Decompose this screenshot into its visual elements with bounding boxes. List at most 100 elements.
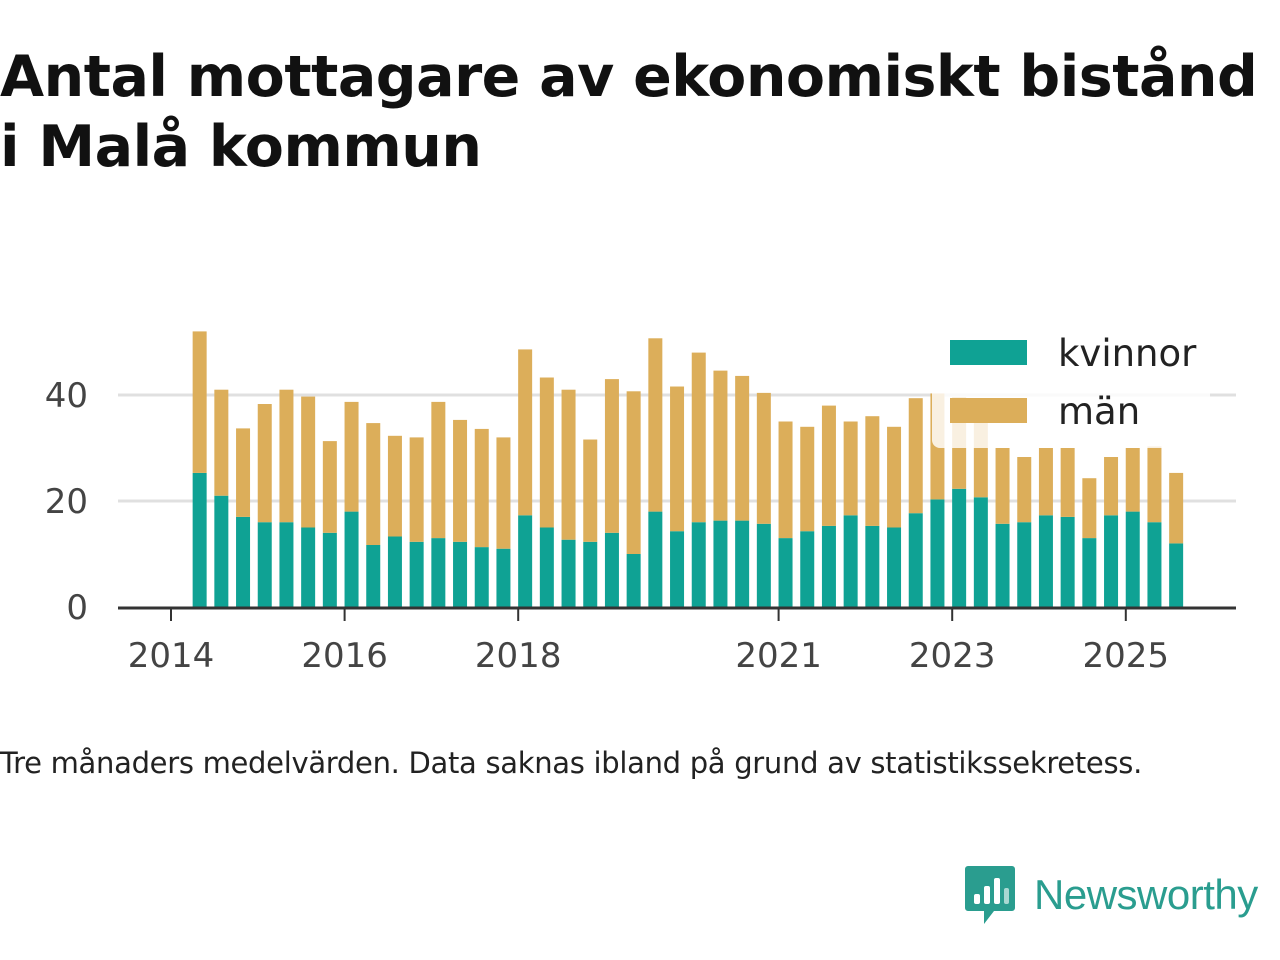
y-axis-ticks: 0 20 40 <box>45 376 88 628</box>
bar-man <box>778 421 793 539</box>
bar-kvinnor <box>930 499 945 607</box>
bar-kvinnor <box>214 495 229 607</box>
x-tick-label: 2025 <box>1083 636 1170 676</box>
bar-man <box>670 386 685 532</box>
y-tick-label: 0 <box>66 588 88 628</box>
chart-title: Antal mottagare av ekonomiskt bistånd i … <box>0 44 1258 180</box>
x-tick-label: 2014 <box>128 636 215 676</box>
bar-man <box>344 401 359 512</box>
bar-kvinnor <box>301 527 316 607</box>
bar-man <box>821 405 836 526</box>
bar-man <box>366 423 381 545</box>
bar-man <box>279 389 294 523</box>
bar-kvinnor <box>236 516 251 607</box>
bar-man <box>257 404 272 523</box>
bar-man <box>735 375 750 521</box>
bar-man <box>756 392 771 524</box>
bar-man <box>713 370 728 521</box>
newsworthy-logo-icon <box>965 866 1015 924</box>
bar-kvinnor <box>843 515 858 607</box>
bar-kvinnor <box>431 538 446 607</box>
bar-man <box>583 439 598 542</box>
bar-man <box>431 401 446 539</box>
bar-man <box>301 396 316 528</box>
bar-man <box>1169 472 1184 544</box>
bar-man <box>322 441 337 533</box>
bar-kvinnor <box>366 544 381 607</box>
bar-kvinnor <box>539 527 554 607</box>
bar-kvinnor <box>279 522 294 607</box>
bar-man <box>496 437 511 549</box>
chart-caption: Tre månaders medelvärden. Data saknas ib… <box>0 746 1142 780</box>
bar-kvinnor <box>648 511 663 607</box>
bar-kvinnor <box>1169 543 1184 607</box>
bar-man <box>887 426 902 528</box>
bar-man <box>453 419 468 542</box>
newsworthy-logo[interactable]: Newsworthy <box>964 864 1258 926</box>
bar-man <box>539 377 554 528</box>
bar-man <box>1060 448 1075 517</box>
bar-kvinnor <box>626 554 641 607</box>
bar-man <box>648 338 663 512</box>
bar-man <box>800 426 815 532</box>
bar-kvinnor <box>800 531 815 607</box>
bar-kvinnor <box>387 536 402 607</box>
bar-kvinnor <box>908 513 923 607</box>
x-tick-label: 2018 <box>475 636 562 676</box>
bar-kvinnor <box>257 522 272 607</box>
legend-label-man: män <box>1058 390 1140 433</box>
bar-man <box>691 352 706 523</box>
bar-kvinnor <box>952 488 967 607</box>
y-tick-label: 20 <box>45 482 88 522</box>
bar-kvinnor <box>1060 516 1075 607</box>
bar-kvinnor <box>1017 522 1032 607</box>
bar-kvinnor <box>583 541 598 607</box>
bar-man <box>561 389 576 540</box>
bar-kvinnor <box>735 520 750 607</box>
legend: kvinnor män <box>932 322 1210 448</box>
bar-kvinnor <box>409 541 424 607</box>
brand-name: Newsworthy <box>1034 871 1258 918</box>
x-tick-label: 2016 <box>301 636 388 676</box>
bar-kvinnor <box>821 525 836 607</box>
bar-kvinnor <box>496 548 511 607</box>
bar-man <box>236 428 251 517</box>
bar-kvinnor <box>691 522 706 607</box>
x-tick-label: 2021 <box>735 636 822 676</box>
bar-man <box>1082 478 1097 539</box>
bar-kvinnor <box>865 525 880 607</box>
bar-kvinnor <box>995 523 1010 607</box>
legend-swatch-man <box>950 398 1027 423</box>
legend-swatch-kvinnor <box>950 340 1027 365</box>
bar-kvinnor <box>322 532 337 607</box>
bar-man <box>474 428 489 548</box>
y-tick-label: 40 <box>45 376 88 416</box>
bar-kvinnor <box>713 520 728 607</box>
bar-kvinnor <box>887 527 902 607</box>
bar-kvinnor <box>192 472 207 607</box>
bar-man <box>865 416 880 526</box>
bar-kvinnor <box>778 538 793 607</box>
bar-kvinnor <box>1104 515 1119 607</box>
bar-kvinnor <box>1147 522 1162 607</box>
bar-kvinnor <box>973 497 988 607</box>
bar-kvinnor <box>344 511 359 607</box>
bar-kvinnor <box>756 523 771 607</box>
bar-man <box>518 349 533 516</box>
bar-man <box>1017 457 1032 523</box>
bar-man <box>192 331 207 473</box>
bar-man <box>604 379 619 533</box>
bar-man <box>409 437 424 542</box>
bar-kvinnor <box>604 532 619 607</box>
bar-man <box>1125 448 1140 512</box>
bar-man <box>387 435 402 537</box>
x-axis-ticks: 2014 2016 2018 2021 2023 2025 <box>128 609 1169 676</box>
bar-man <box>995 448 1010 524</box>
stacked-bar-chart: 0 20 40 2014 2016 2018 2021 2023 2025 kvinnor m… <box>44 322 1236 676</box>
bar-man <box>626 391 641 554</box>
bar-kvinnor <box>1082 538 1097 607</box>
bar-kvinnor <box>670 531 685 607</box>
bar-kvinnor <box>561 539 576 607</box>
bar-kvinnor <box>474 547 489 607</box>
bar-kvinnor <box>1038 515 1053 607</box>
